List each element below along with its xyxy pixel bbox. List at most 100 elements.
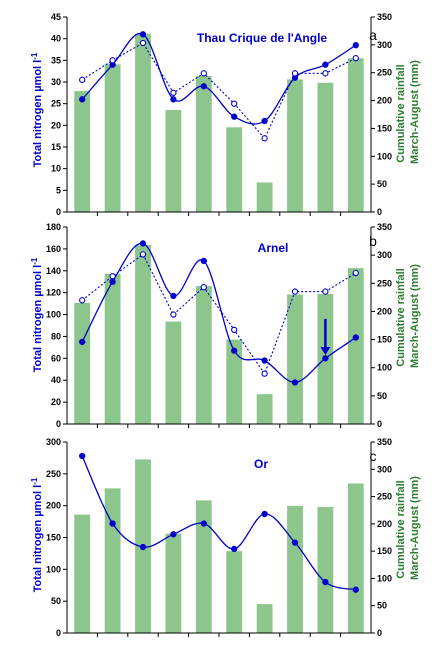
left-tick-label: 100: [46, 310, 61, 320]
series-marker-filled: [79, 452, 86, 460]
right-tick-label: 100: [377, 573, 392, 583]
right-axis-label: Cumulative rainfall March-August (mm): [395, 476, 421, 580]
rainfall-bar: [74, 302, 91, 424]
series-marker-open: [79, 297, 86, 304]
series-marker-filled: [109, 278, 116, 285]
rainfall-bar: [256, 182, 273, 212]
left-tick-label: 300: [46, 437, 61, 447]
series-marker-filled: [170, 292, 177, 300]
series-line-dotted: [81, 253, 357, 375]
series-line-solid: [81, 455, 356, 591]
series-marker-open: [170, 311, 177, 318]
left-tick-label: 100: [46, 564, 61, 574]
chart-panel-c: 0 50 100 150 200 250 300 0 50 100 150 200 250 300 350: [46, 437, 392, 638]
series-marker-open: [261, 370, 268, 377]
series-marker-open: [261, 135, 268, 142]
chart-panel-a: 0 5 10 15 20 25 30 35 40 45 0 50 100 150 200 250 300 350: [51, 12, 392, 217]
series-marker-open: [291, 288, 299, 295]
series-marker-filled: [231, 347, 238, 354]
right-tick-label: 100: [377, 363, 392, 373]
series-marker-open: [352, 55, 359, 62]
right-tick-label: 200: [377, 519, 392, 529]
chart-panel-b: 0 20 40 60 80 100 120 140 160 180 0 50 100 150 200 250 3…: [46, 222, 392, 429]
series-marker-filled: [139, 240, 147, 247]
panel-letter: c: [370, 448, 377, 464]
right-tick-label: 200: [377, 306, 392, 316]
right-tick-label: 50: [377, 179, 387, 189]
series-marker-filled: [291, 379, 299, 386]
rainfall-bar: [104, 488, 121, 633]
series-marker-open: [109, 273, 116, 280]
series-marker-filled: [352, 334, 359, 341]
series-line-dotted: [81, 42, 357, 140]
right-tick-label: 300: [377, 250, 392, 260]
left-tick-label: 200: [46, 501, 61, 511]
rainfall-bar: [195, 286, 212, 424]
left-tick-label: 10: [51, 164, 61, 174]
rainfall-bar: [165, 110, 182, 212]
series-marker-filled: [322, 61, 329, 68]
panel-title: Arnel: [258, 241, 289, 255]
right-tick-label: 300: [377, 464, 392, 474]
right-tick-label: 150: [377, 123, 392, 133]
series-marker-filled: [231, 113, 238, 120]
rainfall-bar: [74, 514, 91, 633]
left-axis-label: Total nitrogen µmol l-1: [30, 257, 44, 372]
left-tick-label: 80: [51, 331, 61, 341]
rainfall-bar: [226, 339, 243, 424]
left-tick-label: 45: [51, 12, 61, 22]
left-tick-label: 0: [56, 628, 61, 638]
right-tick-label: 200: [377, 96, 392, 106]
series-line-solid: [81, 242, 357, 384]
rainfall-bar: [226, 551, 243, 633]
right-tick-label: 250: [377, 492, 392, 502]
left-tick-label: 15: [51, 142, 61, 152]
series-marker-filled: [170, 96, 177, 103]
right-tick-label: 250: [377, 278, 392, 288]
rainfall-bar: [135, 245, 151, 424]
right-tick-label: 350: [377, 437, 392, 447]
rainfall-bar: [287, 505, 303, 633]
series-marker-open: [139, 251, 147, 258]
series-marker-filled: [200, 520, 207, 527]
left-tick-label: 40: [51, 375, 61, 385]
series-marker-open: [231, 100, 238, 107]
panel-b: Total nitrogen µmol l-1 Cumulative rainf…: [30, 233, 421, 372]
left-tick-label: 140: [46, 266, 61, 276]
rainfall-bar: [317, 506, 334, 633]
left-tick-label: 120: [46, 288, 61, 298]
series-marker-open: [200, 70, 207, 77]
right-tick-label: 300: [377, 40, 392, 50]
series-marker-filled: [139, 543, 147, 551]
left-tick-label: 40: [51, 34, 61, 44]
series-marker-filled: [261, 357, 268, 364]
series-marker-open: [322, 70, 329, 77]
left-axis-label: Total nitrogen µmol l-1: [30, 477, 44, 592]
series-marker-filled: [109, 520, 116, 527]
series-marker-filled: [231, 545, 238, 553]
rainfall-bar: [287, 294, 303, 424]
series-marker-filled: [139, 31, 147, 38]
rainfall-bar: [347, 483, 364, 633]
series-marker-open: [109, 57, 116, 64]
series-marker-open: [322, 288, 329, 295]
series-marker-filled: [352, 586, 359, 593]
series-marker-open: [200, 284, 207, 291]
right-axis-label: Cumulative rainfall March-August (mm): [395, 60, 421, 164]
left-tick-label: 5: [56, 185, 61, 195]
left-tick-label: 160: [46, 244, 61, 254]
series-marker-filled: [200, 257, 207, 265]
panel-title: Or: [254, 457, 268, 471]
series-marker-open: [231, 326, 238, 334]
right-tick-label: 0: [377, 419, 382, 429]
left-tick-label: 20: [51, 397, 61, 407]
rainfall-bar: [256, 394, 273, 424]
left-tick-label: 25: [51, 99, 61, 109]
series-marker-filled: [261, 510, 268, 518]
left-tick-label: 180: [46, 222, 61, 232]
left-tick-label: 35: [51, 55, 61, 65]
series-marker-filled: [322, 355, 329, 362]
left-tick-label: 30: [51, 77, 61, 87]
panel-title: Thau Crique de l'Angle: [197, 31, 328, 45]
series-marker-filled: [79, 338, 86, 346]
